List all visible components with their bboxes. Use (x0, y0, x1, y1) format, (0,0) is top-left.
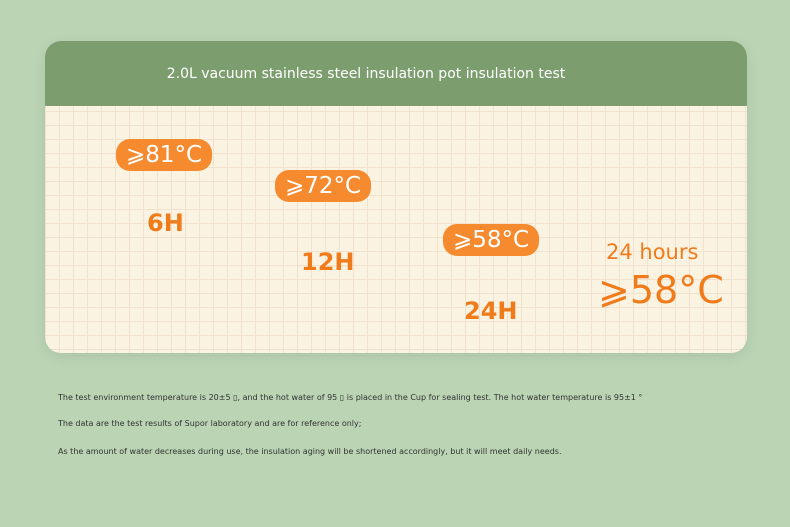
temp-badge-24h: ⩾58°C (443, 224, 540, 256)
time-label-12h: 12H (301, 248, 355, 276)
card-title: 2.0L vacuum stainless steel insulation p… (45, 41, 747, 106)
time-label-6h: 6H (147, 209, 184, 237)
temp-badge-12h: ⩾72°C (275, 170, 372, 202)
temp-badge-6h: ⩾81°C (116, 139, 213, 171)
note-1: The test environment temperature is 20±5… (58, 393, 643, 402)
note-2: The data are the test results of Supor l… (58, 419, 362, 428)
test-card: 2.0L vacuum stainless steel insulation p… (45, 41, 747, 353)
note-3: As the amount of water decreases during … (58, 447, 562, 456)
time-label-24h: 24H (464, 297, 518, 325)
summary-temp: ⩾58°C (598, 268, 724, 312)
summary-hours: 24 hours (606, 240, 699, 264)
